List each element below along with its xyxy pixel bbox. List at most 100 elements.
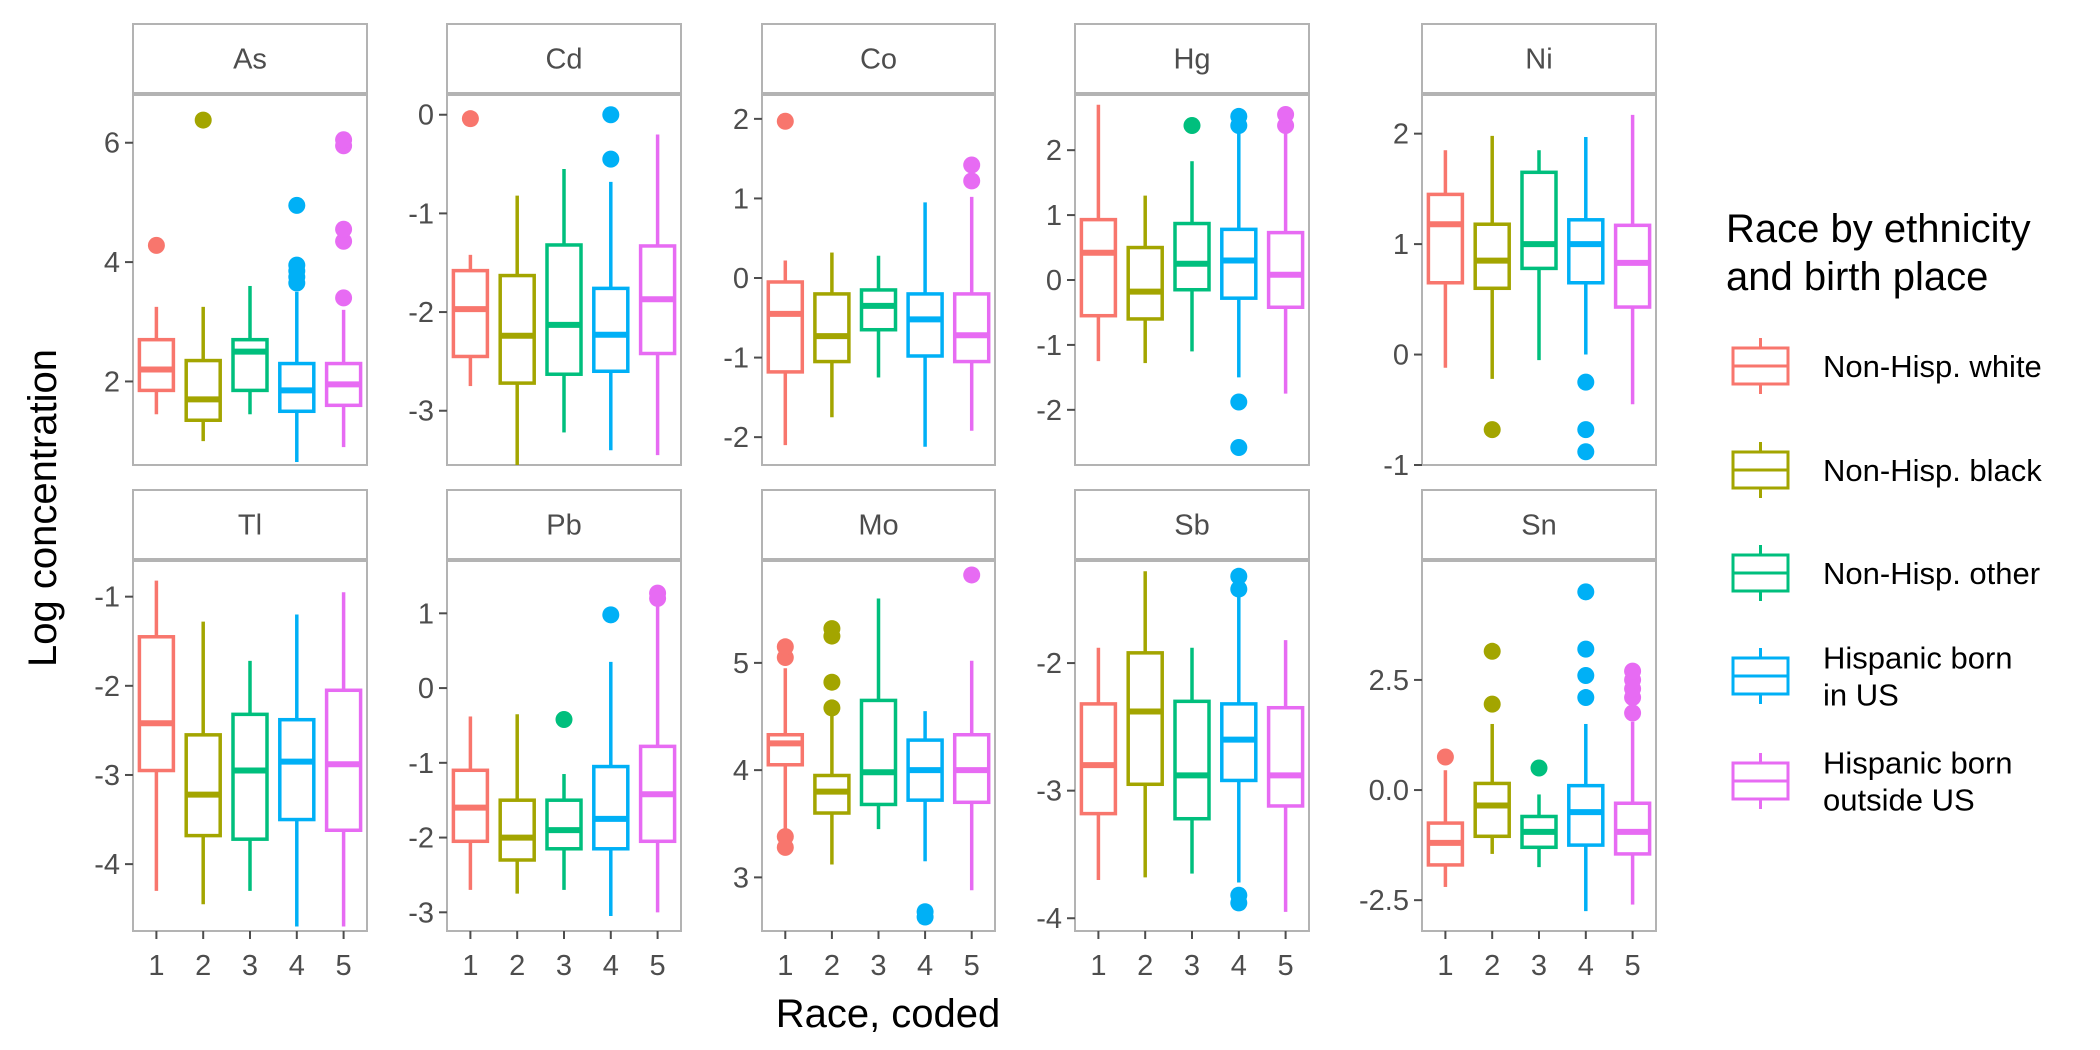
- x-tick-label: 1: [1437, 950, 1453, 982]
- outlier-point: [776, 112, 794, 130]
- y-tick-label: 0.0: [1369, 775, 1409, 807]
- outlier-point: [335, 220, 353, 238]
- legend-entry-3: Non-Hisp. other: [1731, 545, 2040, 601]
- y-tick-label: 0: [1393, 340, 1409, 372]
- box-sn-2: [1473, 642, 1511, 854]
- outlier-point: [335, 131, 353, 149]
- outlier-point: [823, 620, 841, 638]
- box-pb-2: [498, 714, 536, 894]
- facet-strip: [446, 23, 682, 94]
- box-hg-4: [1220, 107, 1258, 456]
- y-tick-label: 3: [733, 862, 749, 894]
- box-iqr: [1173, 699, 1211, 821]
- facet-strip: [132, 489, 368, 560]
- box-sn-3: [1520, 759, 1558, 868]
- box-iqr: [1567, 783, 1605, 847]
- outlier-point: [602, 606, 620, 624]
- y-tick-label: -2: [723, 422, 749, 454]
- box-hg-1: [1079, 104, 1118, 362]
- x-tick-label: 4: [917, 950, 933, 982]
- y-tick-label: 1: [418, 598, 434, 630]
- outlier-point: [147, 236, 165, 254]
- box-sn-4: [1567, 583, 1605, 912]
- box-iqr: [1126, 651, 1164, 787]
- panel-border: [1421, 560, 1657, 932]
- box-as-1: [137, 236, 176, 415]
- y-tick-label: 4: [733, 755, 749, 787]
- y-tick-label: -4: [1036, 903, 1062, 935]
- box-sb-4: [1220, 567, 1258, 912]
- box-ni-5: [1613, 114, 1652, 405]
- facet-panels: As246Cd0-1-2-3Co210-1-2Hg210-1-2Ni210-1T…: [94, 23, 1657, 982]
- x-tick-label: 3: [870, 950, 886, 982]
- legend-label: Non-Hisp. white: [1823, 349, 2042, 384]
- outlier-point: [963, 156, 981, 174]
- facet-strip-label: As: [233, 44, 267, 76]
- box-iqr: [1266, 705, 1305, 808]
- legend-entry-1: Non-Hisp. white: [1731, 338, 2042, 394]
- y-tick-label: 0: [733, 263, 749, 295]
- outlier-point: [1183, 117, 1201, 135]
- outlier-point: [335, 289, 353, 307]
- outlier-point: [194, 111, 212, 129]
- box-iqr: [766, 732, 805, 767]
- box-tl-3: [231, 660, 269, 891]
- x-tick-label: 4: [289, 950, 305, 982]
- outlier-point: [1577, 421, 1595, 439]
- outlier-point: [1577, 443, 1595, 461]
- box-iqr: [231, 337, 269, 393]
- box-mo-3: [859, 598, 898, 830]
- legend-title-line: Race by ethnicity: [1726, 207, 2031, 251]
- legend-label: Hispanic born: [1823, 641, 2013, 676]
- box-as-5: [324, 131, 363, 448]
- facet-strip-label: Pb: [546, 510, 581, 542]
- outlier-point: [335, 232, 353, 250]
- x-tick-label: 5: [650, 950, 666, 982]
- facet-strip: [761, 23, 996, 94]
- facet-strip: [1074, 23, 1310, 94]
- outlier-point: [1577, 640, 1595, 658]
- box-iqr: [592, 764, 630, 851]
- outlier-point: [1230, 567, 1248, 585]
- box-iqr: [137, 635, 176, 773]
- box-ni-1: [1426, 150, 1465, 368]
- outlier-point: [776, 638, 794, 656]
- y-tick-label: 0: [418, 100, 434, 132]
- box-iqr: [498, 273, 536, 385]
- box-iqr: [324, 688, 363, 833]
- box-ni-2: [1473, 135, 1511, 439]
- outlier-point: [288, 196, 306, 214]
- y-tick-label: -3: [94, 760, 120, 792]
- legend-label: in US: [1823, 678, 1899, 713]
- y-tick-label: 0: [1046, 265, 1062, 297]
- box-co-4: [906, 202, 944, 447]
- box-iqr: [545, 243, 583, 376]
- box-iqr: [859, 698, 898, 807]
- x-tick-label: 2: [824, 950, 840, 982]
- facet-panel-sb: Sb -2 -3 -4 1 2 3 4 5: [1036, 489, 1310, 982]
- legend-label: Non-Hisp. black: [1823, 453, 2042, 488]
- facet-strip-label: Ni: [1525, 44, 1552, 76]
- x-tick-label: 2: [195, 950, 211, 982]
- box-as-4: [278, 196, 316, 463]
- facet-panel-as: As 2 4 6: [104, 23, 368, 466]
- box-sb-3: [1173, 647, 1211, 874]
- x-tick-label: 2: [509, 950, 525, 982]
- y-tick-label: -3: [408, 897, 434, 929]
- outlier-point: [1483, 642, 1501, 660]
- box-sn-1: [1426, 748, 1465, 887]
- facet-strip: [1074, 489, 1310, 560]
- x-tick-label: 5: [1625, 950, 1641, 982]
- outlier-point: [1577, 689, 1595, 707]
- box-sb-1: [1079, 647, 1118, 880]
- facet-strip-label: Co: [860, 44, 897, 76]
- box-mo-5: [952, 566, 991, 891]
- outlier-point: [1483, 421, 1501, 439]
- box-tl-2: [184, 621, 222, 905]
- x-tick-label: 4: [1578, 950, 1594, 982]
- box-iqr: [1079, 217, 1118, 318]
